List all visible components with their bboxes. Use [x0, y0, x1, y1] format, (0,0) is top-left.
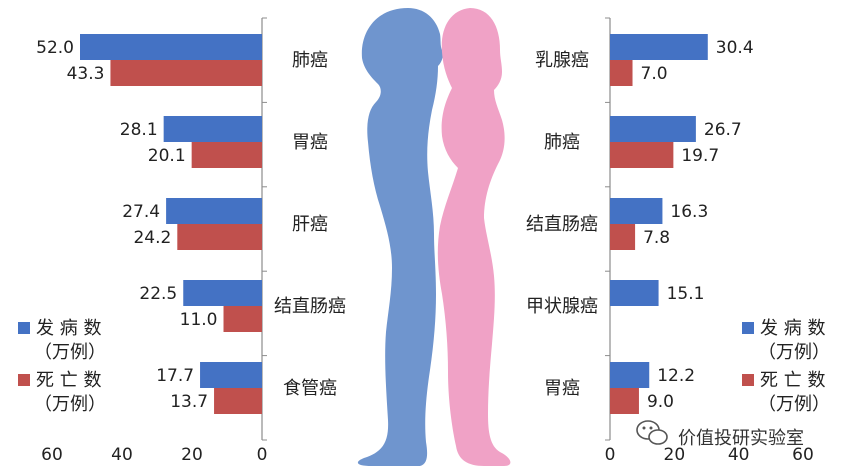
female-death-label: 7.8: [643, 228, 670, 248]
male-legend-incidence-swatch: [18, 322, 30, 334]
male-death-bar: [191, 142, 262, 168]
female-legend-entry: 死 亡 数: [760, 370, 825, 391]
male-incidence-bar: [183, 280, 262, 306]
male-silhouette: [357, 8, 443, 466]
female-incidence-label: 30.4: [716, 38, 754, 58]
female-silhouette: [437, 8, 511, 466]
female-tick-label: 60: [792, 445, 814, 465]
male-legend: 发 病 数 （万例） 死 亡 数 （万例）: [18, 318, 106, 415]
male-category-label: 食管癌: [283, 378, 337, 399]
female-category-label: 胃癌: [544, 378, 580, 399]
male-incidence-bar: [80, 34, 262, 60]
male-category-label: 结直肠癌: [274, 296, 346, 317]
female-death-bar: [610, 60, 633, 86]
male-death-label: 11.0: [180, 310, 218, 330]
male-legend-death-swatch: [18, 374, 30, 386]
female-legend: 发 病 数 （万例） 死 亡 数 （万例）: [742, 318, 830, 415]
male-category-label: 肺癌: [292, 50, 328, 71]
female-death-label: 19.7: [681, 146, 719, 166]
female-legend-unit: （万例）: [758, 394, 830, 415]
female-legend-death-swatch: [742, 374, 754, 386]
female-tick-label: 0: [605, 445, 616, 465]
wechat-icon: [636, 420, 668, 445]
male-incidence-bar: [166, 198, 262, 224]
male-tick-label: 60: [41, 445, 63, 465]
female-legend-incidence-swatch: [742, 322, 754, 334]
female-chart: 0 20 40 60 30.4 7.0 乳腺癌 26.7 19.7 肺癌 16.37.8 结直肠癌 15…: [526, 17, 830, 465]
male-death-label: 24.2: [133, 228, 171, 248]
watermark: 价值投研实验室: [636, 420, 804, 449]
female-tick-label: 20: [664, 445, 686, 465]
male-incidence-label: 22.5: [139, 284, 177, 304]
male-death-bar: [177, 224, 262, 250]
female-death-label: 7.0: [641, 64, 668, 84]
male-death-label: 20.1: [148, 146, 186, 166]
silhouettes: [357, 8, 511, 466]
female-legend-unit: （万例）: [758, 342, 830, 363]
male-chart: 60 40 20 0 52.0 43.3 肺癌 28.1 20.1 胃癌 27.4 24.2 肝癌 22.…: [18, 17, 346, 465]
male-legend-entry: 发 病 数: [36, 318, 101, 339]
female-category-label: 乳腺癌: [535, 50, 589, 71]
female-category-label: 甲状腺癌: [526, 296, 598, 317]
female-incidence-bar: [610, 198, 663, 224]
female-incidence-bar: [610, 280, 659, 306]
male-death-label: 43.3: [67, 64, 105, 84]
male-death-bar: [223, 306, 262, 332]
female-incidence-bar: [610, 34, 708, 60]
male-legend-entry: 死 亡 数: [36, 370, 101, 391]
male-legend-unit: （万例）: [34, 342, 106, 363]
male-incidence-label: 52.0: [36, 38, 74, 58]
female-category-label: 肺癌: [544, 132, 580, 153]
male-incidence-bar: [200, 362, 262, 388]
male-death-bar: [214, 388, 262, 414]
male-category-label: 胃癌: [292, 132, 328, 153]
watermark-text: 价值投研实验室: [678, 428, 804, 449]
male-incidence-bar: [163, 116, 262, 142]
male-death-bar: [110, 60, 262, 86]
male-tick-label: 0: [257, 445, 268, 465]
male-tick-label: 20: [181, 445, 203, 465]
male-death-label: 13.7: [170, 392, 208, 412]
female-legend-entry: 发 病 数: [760, 318, 825, 339]
male-incidence-label: 27.4: [122, 202, 160, 222]
female-incidence-label: 15.1: [667, 284, 705, 304]
male-category-label: 肝癌: [292, 214, 328, 235]
female-tick-label: 40: [728, 445, 750, 465]
female-incidence-bar: [610, 116, 696, 142]
female-category-label: 结直肠癌: [526, 214, 598, 235]
female-incidence-label: 26.7: [704, 120, 742, 140]
male-tick-label: 40: [111, 445, 133, 465]
male-legend-unit: （万例）: [34, 394, 106, 415]
male-incidence-label: 28.1: [120, 120, 158, 140]
female-incidence-label: 12.2: [657, 366, 695, 386]
female-death-bar: [610, 388, 639, 414]
female-incidence-bar: [610, 362, 650, 388]
female-death-label: 9.0: [647, 392, 674, 412]
female-death-bar: [610, 224, 636, 250]
female-incidence-label: 16.3: [670, 202, 708, 222]
female-death-bar: [610, 142, 674, 168]
male-incidence-label: 17.7: [156, 366, 194, 386]
